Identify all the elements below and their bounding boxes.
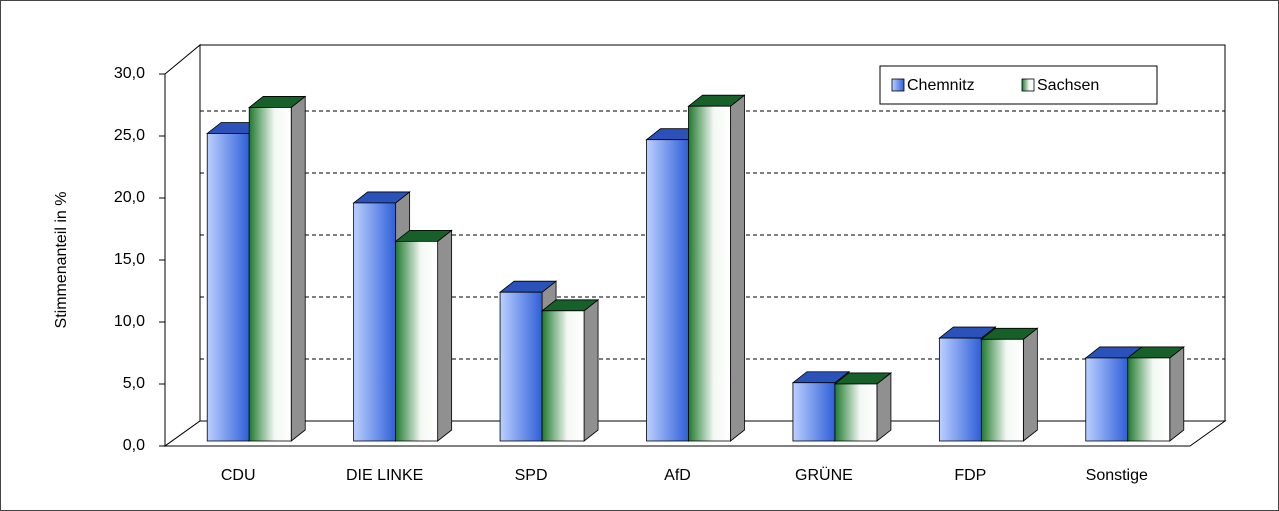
- bar: [1085, 357, 1129, 442]
- y-tick-label: 0,0: [123, 437, 145, 454]
- bar: [206, 133, 250, 442]
- bar: [980, 338, 1024, 442]
- y-tick-label: 20,0: [114, 189, 145, 206]
- legend-label: Sachsen: [1037, 77, 1099, 94]
- bar-side: [583, 298, 599, 442]
- y-tick-label: 25,0: [114, 127, 145, 144]
- y-tick-label: 30,0: [114, 65, 145, 82]
- x-tick-label: DIE LINKE: [346, 467, 423, 484]
- bar: [688, 105, 731, 442]
- x-tick-label: GRÜNE: [795, 466, 853, 484]
- y-tick-label: 5,0: [123, 375, 145, 392]
- y-tick-label: 15,0: [114, 251, 145, 268]
- bar-side: [876, 372, 892, 442]
- legend-swatch: [1021, 78, 1035, 92]
- bar: [499, 291, 543, 442]
- bar: [834, 383, 878, 442]
- bar-side: [437, 229, 453, 442]
- legend: [879, 65, 1158, 105]
- legend-swatch: [891, 78, 905, 92]
- legend-label: Chemnitz: [907, 77, 975, 94]
- bar: [792, 382, 836, 442]
- y-tick-label: 10,0: [114, 313, 145, 330]
- bar: [1127, 357, 1171, 442]
- side-wall: [164, 43, 201, 447]
- bar: [938, 337, 982, 442]
- bar-side: [730, 94, 745, 442]
- bar: [353, 202, 397, 442]
- x-tick-label: Sonstige: [1086, 467, 1148, 484]
- x-tick-label: AfD: [664, 467, 691, 484]
- x-tick-label: FDP: [954, 467, 986, 484]
- x-tick-label: SPD: [515, 467, 548, 484]
- bar: [395, 240, 439, 442]
- bar-side: [1169, 346, 1185, 442]
- bar: [541, 310, 585, 442]
- bar: [248, 107, 292, 442]
- bar-side: [1022, 327, 1038, 442]
- bar-side: [290, 95, 306, 442]
- x-tick-label: CDU: [221, 467, 256, 484]
- y-axis-label: Stimmenanteil in %: [53, 192, 70, 329]
- bar: [646, 139, 689, 442]
